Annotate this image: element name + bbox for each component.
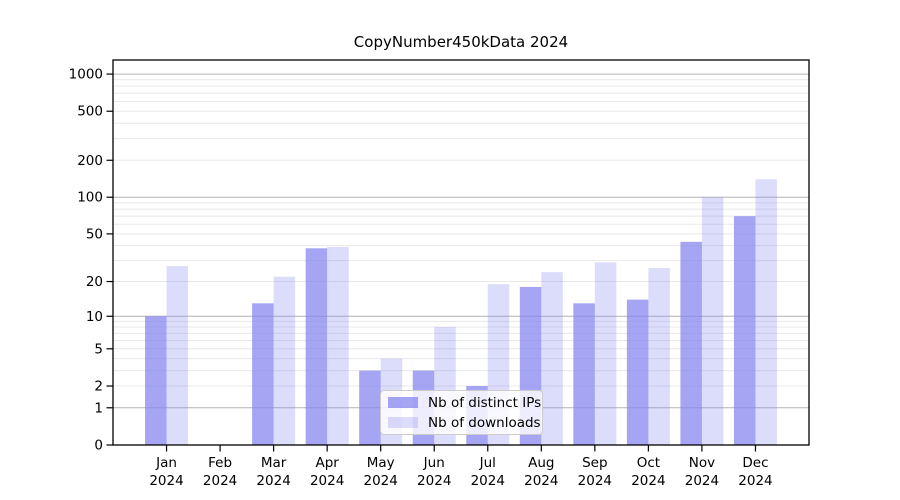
bar-downloads-mar xyxy=(273,276,296,445)
y-tick-label: 100 xyxy=(77,190,103,206)
bar-distinct-ips-may xyxy=(359,370,381,445)
y-tick-label: 0 xyxy=(94,438,103,454)
y-tick-label: 500 xyxy=(77,104,103,120)
legend-item-distinct-ips: Nb of distinct IPs xyxy=(388,395,541,411)
bar-downloads-apr xyxy=(327,246,349,445)
bar-distinct-ips-sep xyxy=(573,303,595,445)
x-tick-label-year: 2024 xyxy=(256,473,290,489)
x-tick-label-year: 2024 xyxy=(578,473,612,489)
bar-distinct-ips-mar xyxy=(252,303,274,445)
bar-downloads-oct xyxy=(648,268,670,445)
legend-swatch-downloads xyxy=(388,417,418,428)
x-tick-label-year: 2024 xyxy=(364,473,398,489)
y-tick-label: 200 xyxy=(77,153,103,169)
x-tick-label-month: Jun xyxy=(423,455,445,471)
legend-label-distinct-ips: Nb of distinct IPs xyxy=(428,394,542,411)
chart-title: CopyNumber450kData 2024 xyxy=(353,33,569,51)
y-tick-label: 20 xyxy=(86,274,103,290)
bar-downloads-aug xyxy=(541,272,563,445)
x-tick-label-month: Feb xyxy=(208,455,232,471)
legend-label-downloads: Nb of downloads xyxy=(428,414,541,431)
y-tick-label: 5 xyxy=(94,341,103,357)
bar-downloads-dec xyxy=(755,179,777,445)
x-tick-label-year: 2024 xyxy=(524,473,558,489)
y-tick-label: 1000 xyxy=(69,67,103,83)
x-tick-label-month: Nov xyxy=(689,455,715,471)
x-tick-label-month: May xyxy=(367,455,395,471)
x-tick-label-year: 2024 xyxy=(203,473,237,489)
y-tick-label: 1 xyxy=(94,400,103,416)
legend-swatch-distinct-ips xyxy=(388,397,418,408)
legend: Nb of distinct IPs Nb of downloads xyxy=(380,390,543,435)
bar-downloads-nov xyxy=(701,197,724,445)
x-tick-label-month: Jan xyxy=(155,455,177,471)
x-tick-label-year: 2024 xyxy=(738,473,772,489)
x-tick-label-year: 2024 xyxy=(631,473,665,489)
x-tick-label-month: Apr xyxy=(315,455,339,471)
x-tick-label-month: Oct xyxy=(637,455,660,471)
bar-distinct-ips-nov xyxy=(680,241,702,445)
legend-item-downloads: Nb of downloads xyxy=(388,415,541,431)
x-tick-label-year: 2024 xyxy=(471,473,505,489)
x-tick-label-year: 2024 xyxy=(310,473,344,489)
x-tick-label-year: 2024 xyxy=(685,473,719,489)
bar-distinct-ips-oct xyxy=(626,299,649,445)
x-tick-label-month: Sep xyxy=(582,455,607,471)
y-tick-label: 50 xyxy=(86,226,103,242)
plot-frame xyxy=(112,59,810,446)
x-tick-label-month: Dec xyxy=(742,455,768,471)
bar-distinct-ips-apr xyxy=(305,248,328,445)
x-tick-label-year: 2024 xyxy=(417,473,451,489)
bar-distinct-ips-jan xyxy=(145,316,167,445)
y-tick-label: 10 xyxy=(86,309,103,325)
x-tick-label-month: Mar xyxy=(261,455,287,471)
y-tick-label: 2 xyxy=(94,379,103,395)
bar-downloads-sep xyxy=(594,262,617,445)
bar-distinct-ips-dec xyxy=(733,216,756,445)
bar-downloads-jan xyxy=(166,266,189,445)
x-tick-label-year: 2024 xyxy=(149,473,183,489)
x-tick-label-month: Jul xyxy=(479,455,496,471)
x-tick-label-month: Aug xyxy=(528,455,554,471)
